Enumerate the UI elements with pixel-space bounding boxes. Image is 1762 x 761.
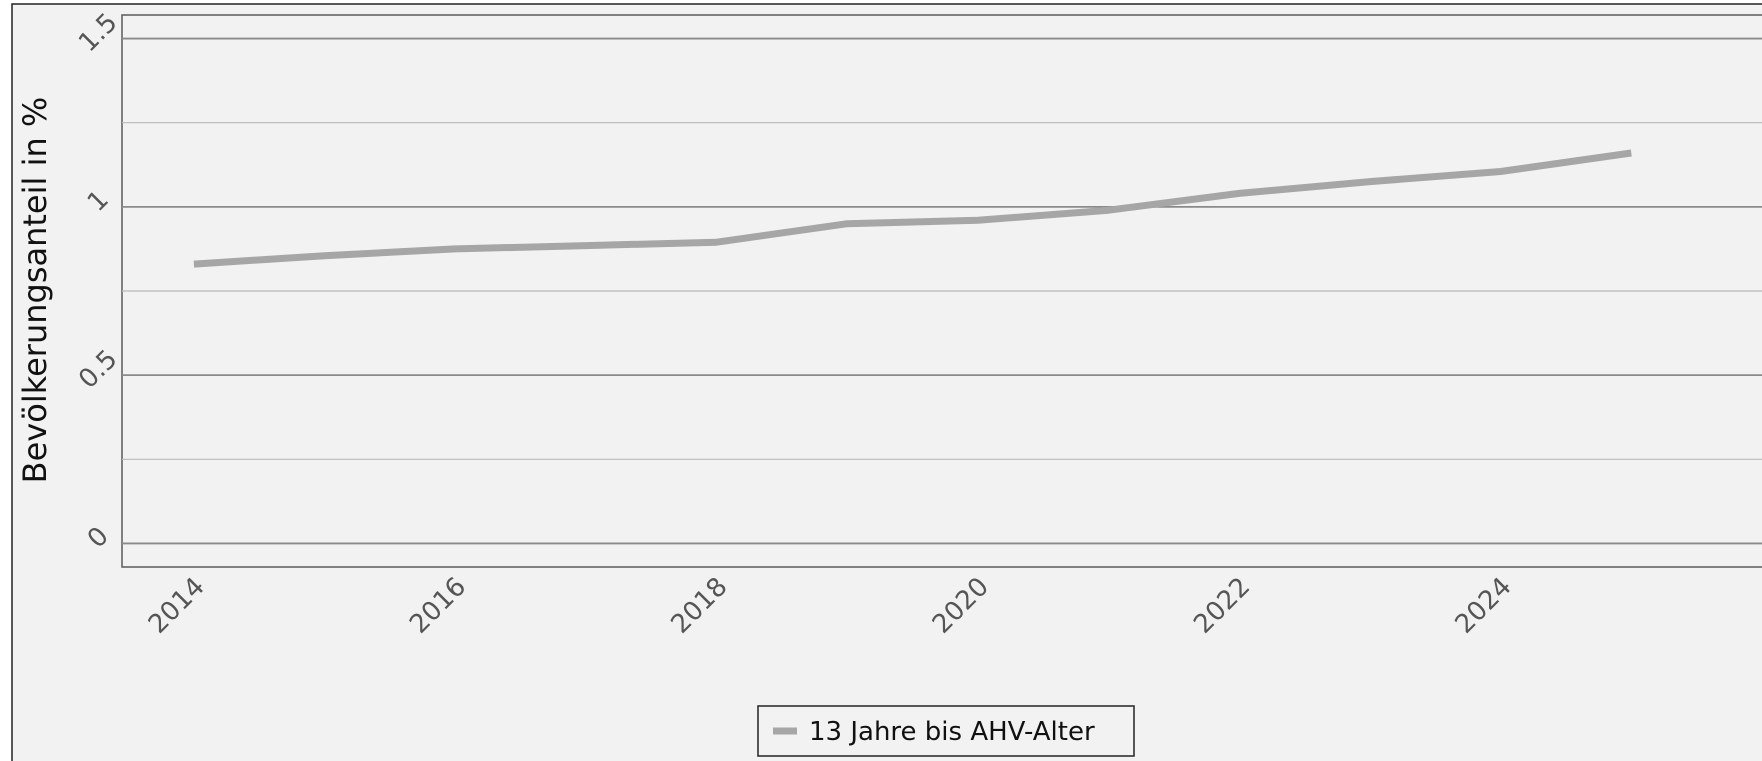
y-axis-title: Bevölkerungsanteil in % [16, 97, 54, 484]
series-layer [193, 149, 1632, 268]
legend-box [757, 705, 1135, 757]
grid-lines [122, 37, 1762, 545]
legend-label: 13 Jahre bis AHV-Alter [809, 717, 1095, 747]
legend: 13 Jahre bis AHV-Alter [757, 705, 1135, 757]
series-line [193, 149, 1632, 268]
